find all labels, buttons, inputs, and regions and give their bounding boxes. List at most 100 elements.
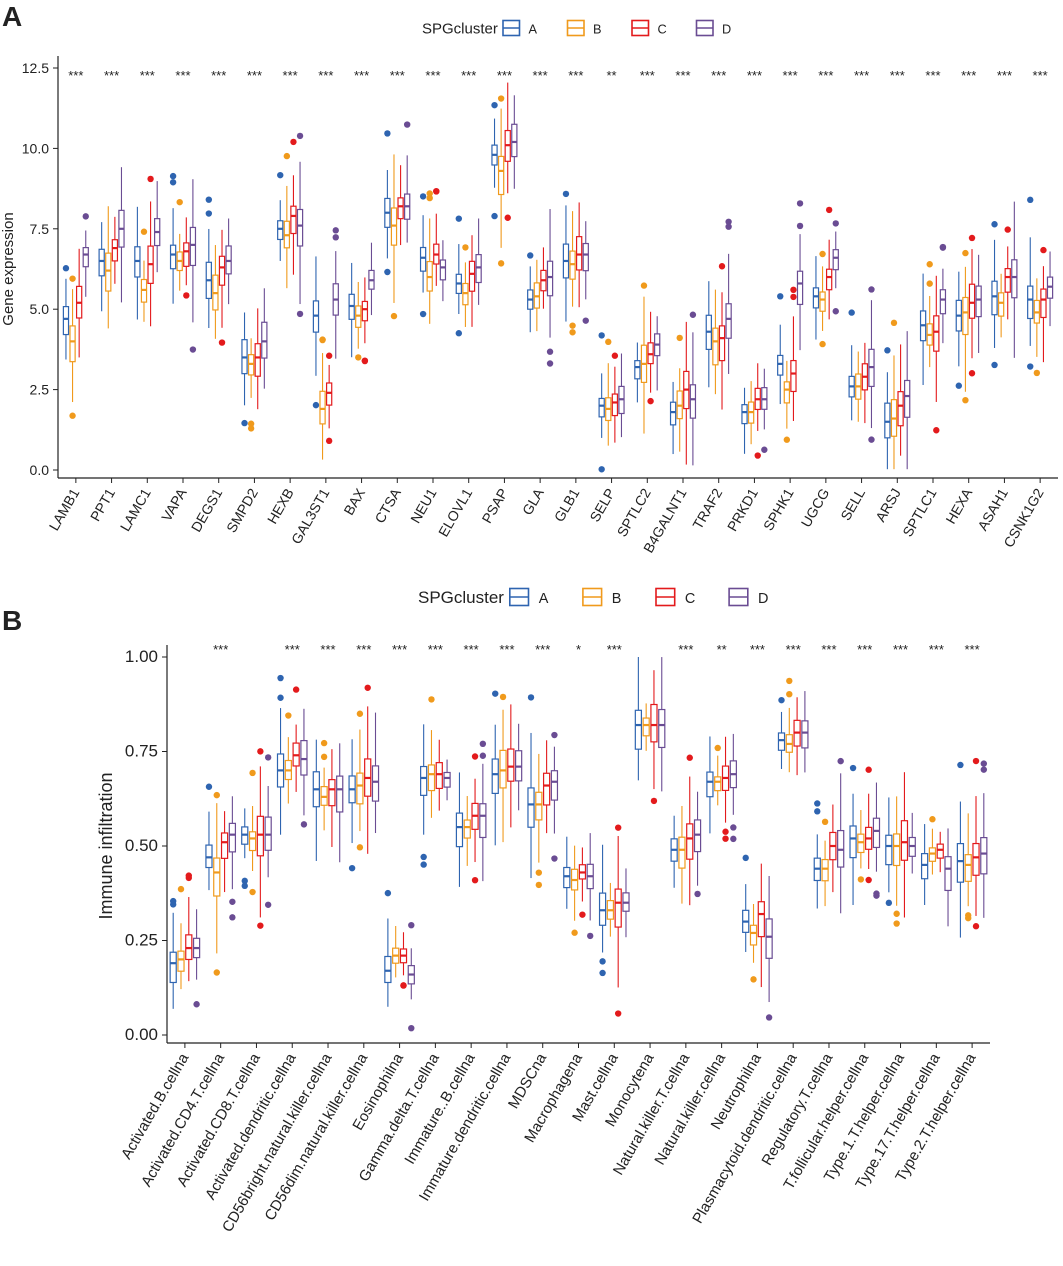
- box-c: [361, 277, 369, 365]
- box-b: [855, 351, 862, 422]
- box-body: [248, 831, 257, 852]
- outlier-point: [599, 969, 606, 977]
- box-b: [105, 206, 112, 329]
- box-b: [570, 845, 579, 936]
- outlier-point: [325, 352, 333, 359]
- box-d: [511, 95, 518, 189]
- box-body: [213, 857, 221, 897]
- legend-label-d: D: [722, 21, 731, 36]
- box-b: [819, 250, 826, 348]
- legend: SPGcluster A B C D: [418, 587, 768, 607]
- box-body: [325, 382, 333, 406]
- box-a: [1027, 196, 1034, 370]
- box-body: [658, 708, 666, 749]
- y-tick-label: 0.25: [125, 931, 158, 950]
- box-c: [468, 235, 476, 327]
- box-d: [332, 227, 339, 359]
- significance-label: ***: [821, 642, 836, 657]
- box-body: [968, 283, 976, 319]
- outlier-point: [420, 853, 427, 861]
- outlier-point: [562, 190, 570, 198]
- box-c: [504, 82, 511, 221]
- outlier-point: [569, 329, 576, 336]
- box-a: [312, 256, 320, 409]
- outlier-point: [1027, 363, 1034, 370]
- box-c: [611, 352, 619, 443]
- box-body: [678, 836, 686, 869]
- outlier-point: [957, 761, 964, 769]
- outlier-point: [605, 338, 612, 346]
- box-c: [254, 308, 261, 410]
- box-d: [189, 179, 197, 353]
- box-c: [364, 684, 372, 854]
- y-tick-label: 12.5: [22, 60, 49, 76]
- outlier-point: [257, 922, 264, 929]
- box-a: [670, 815, 678, 888]
- box-b: [497, 95, 505, 267]
- box-d: [228, 796, 237, 921]
- box-a: [455, 215, 463, 337]
- box-a: [98, 222, 105, 312]
- significance-label: ***: [499, 642, 514, 657]
- x-tick-label: GLA: [519, 485, 547, 518]
- outlier-point: [722, 828, 729, 835]
- box-c: [936, 831, 944, 873]
- outlier-point: [569, 322, 576, 329]
- box-body: [956, 843, 965, 883]
- box-a: [885, 797, 893, 907]
- box-body: [686, 823, 694, 860]
- significance-label: ***: [140, 68, 155, 83]
- box-a: [634, 657, 643, 781]
- outlier-point: [551, 731, 558, 739]
- box-c: [433, 187, 440, 286]
- x-tick-label: ARSJ: [872, 486, 904, 525]
- box-d: [761, 368, 768, 453]
- box-body: [689, 384, 697, 419]
- box-c: [614, 824, 622, 1017]
- box-d: [296, 132, 304, 318]
- outlier-point: [384, 889, 392, 897]
- x-tick-label: HEXA: [942, 485, 975, 527]
- box-b: [997, 273, 1005, 338]
- outlier-point: [1033, 369, 1041, 377]
- box-d: [550, 731, 559, 862]
- box-body: [98, 248, 105, 277]
- outlier-point: [796, 200, 804, 207]
- box-b: [962, 249, 969, 404]
- significance-label: ***: [640, 68, 655, 83]
- outlier-point: [257, 748, 264, 755]
- outlier-point: [140, 228, 148, 235]
- box-a: [562, 190, 570, 322]
- box-body: [825, 268, 833, 291]
- box-d: [264, 754, 272, 908]
- box-body: [749, 924, 758, 946]
- box-body: [718, 325, 726, 362]
- box-body: [62, 306, 70, 336]
- outlier-point: [183, 292, 190, 299]
- x-tick-label: PPT1: [87, 485, 118, 524]
- outlier-point: [777, 293, 784, 300]
- box-c: [397, 165, 404, 246]
- outlier-point: [968, 370, 976, 377]
- box-a: [205, 783, 213, 891]
- box-b: [928, 816, 937, 875]
- legend-label-c: C: [685, 591, 695, 607]
- outlier-point: [814, 808, 821, 815]
- box-a: [134, 206, 141, 320]
- outlier-point: [598, 332, 605, 339]
- box-b: [785, 677, 793, 773]
- significance-label: ***: [854, 68, 869, 83]
- significance-label: *: [576, 642, 581, 657]
- box-body: [812, 287, 820, 309]
- significance-label: ***: [283, 68, 298, 83]
- box-body: [980, 837, 988, 875]
- outlier-point: [176, 198, 183, 206]
- significance-label: ***: [925, 68, 940, 83]
- box-body: [189, 226, 197, 267]
- box-c: [968, 234, 976, 377]
- box-body: [218, 255, 226, 286]
- box-c: [897, 344, 904, 456]
- outlier-point: [535, 869, 543, 876]
- significance-label: ***: [461, 68, 476, 83]
- box-body: [582, 242, 589, 272]
